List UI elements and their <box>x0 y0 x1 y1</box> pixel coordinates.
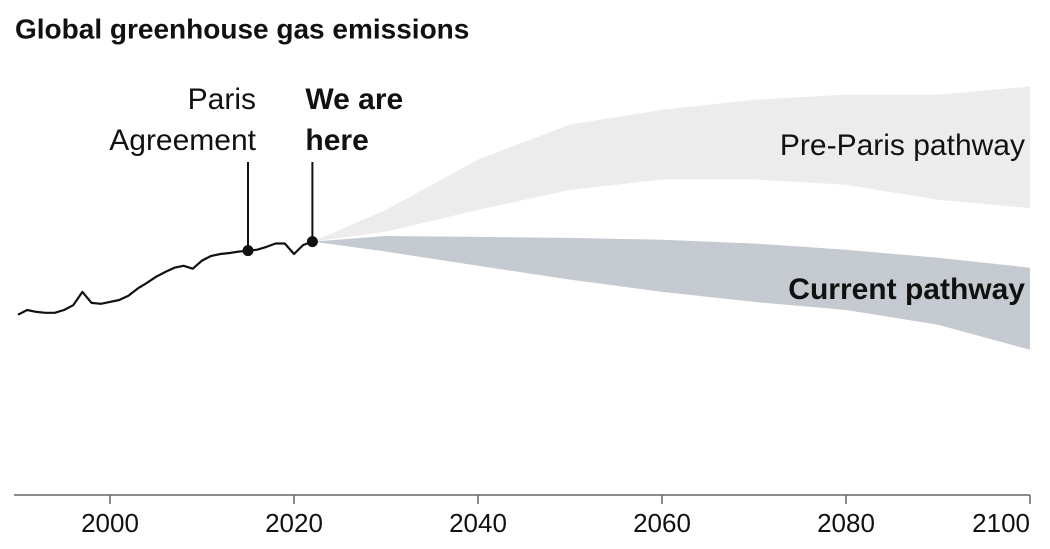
emissions-line <box>17 240 313 316</box>
annotation-dot <box>306 236 318 248</box>
x-tick-label: 2000 <box>81 508 139 538</box>
x-tick-label: 2060 <box>633 508 691 538</box>
band-label: Current pathway <box>788 273 1025 306</box>
chart-title: Global greenhouse gas emissions <box>15 13 469 44</box>
band-label: Pre-Paris pathway <box>780 129 1025 162</box>
annotation-dot <box>242 245 254 257</box>
annotation-label: Paris <box>188 83 256 116</box>
annotation-label: We are <box>305 83 403 116</box>
pathway-band <box>312 86 1030 242</box>
x-tick-label: 2040 <box>449 508 507 538</box>
annotation-label: here <box>305 124 368 157</box>
annotation-label: Agreement <box>109 124 256 157</box>
pathway-band <box>312 236 1030 350</box>
x-tick-label: 2020 <box>265 508 323 538</box>
x-tick-label: 2100 <box>972 508 1030 538</box>
x-tick-label: 2080 <box>817 508 875 538</box>
